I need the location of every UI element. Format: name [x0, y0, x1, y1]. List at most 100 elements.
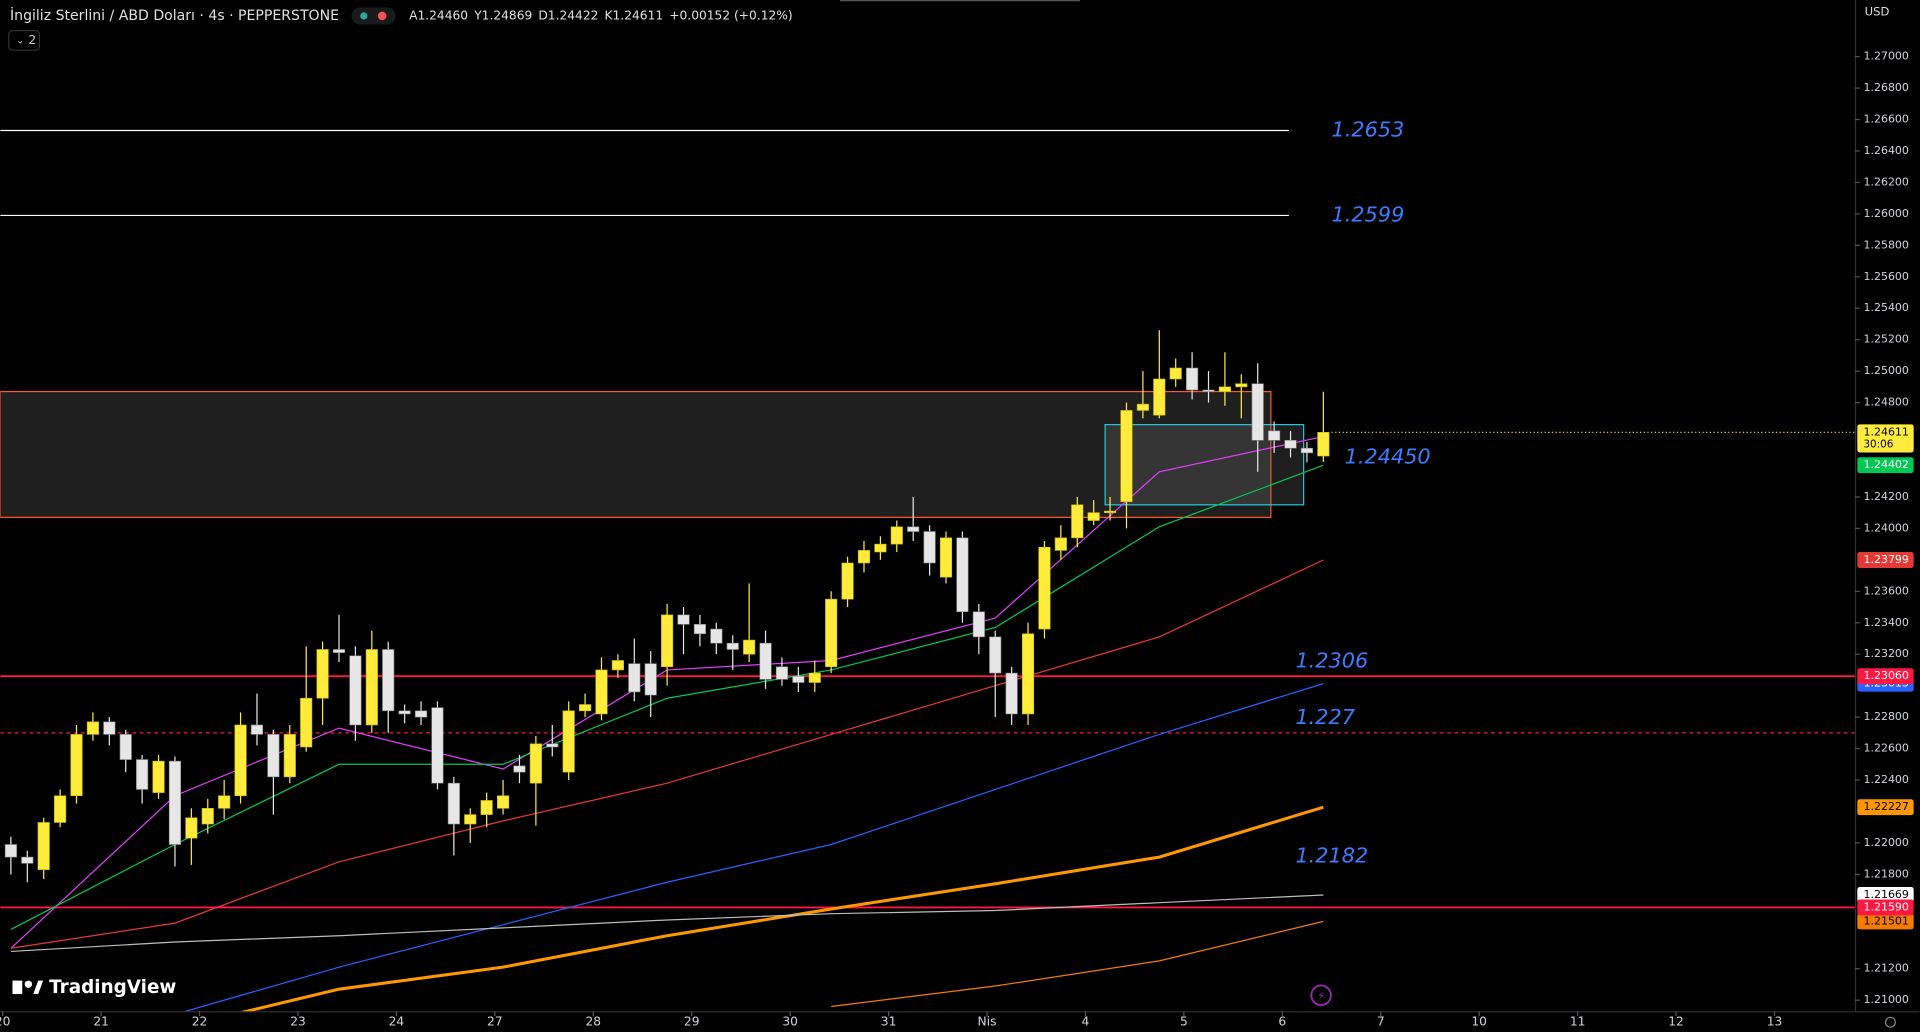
candle-body — [1284, 440, 1297, 449]
x-tick-label: 31 — [881, 1015, 897, 1029]
candle-body — [907, 526, 920, 532]
candle-body — [218, 795, 231, 809]
indicator-toggle[interactable] — [8, 29, 41, 51]
candle-body — [595, 669, 608, 715]
price-tag — [1857, 424, 1914, 453]
candle-body — [1054, 537, 1067, 551]
candle-body — [1186, 367, 1199, 391]
candle-body — [1300, 447, 1313, 454]
candle-body — [1235, 383, 1248, 388]
y-tick-label: 1.27000 — [1863, 50, 1908, 63]
x-tick-label: 7 — [1377, 1015, 1385, 1029]
ma-line — [10, 894, 1324, 953]
price-tag-label: 1.23060 — [1863, 669, 1908, 682]
y-tick-label: 1.26800 — [1863, 81, 1908, 94]
replay-icon[interactable] — [1310, 984, 1332, 1006]
candle-body — [529, 743, 542, 784]
candle-body — [54, 795, 67, 823]
ohlc-value: K1.24611 — [605, 8, 664, 22]
currency[interactable]: USD — [1865, 5, 1890, 19]
y-tick-label: 1.21200 — [1863, 962, 1908, 975]
x-tick-label: 27 — [487, 1015, 503, 1029]
zone — [0, 390, 1272, 519]
candle-body — [1104, 510, 1117, 513]
candle-body — [480, 800, 493, 815]
level-annotation: 1.2306 — [1295, 649, 1368, 673]
candle-body — [611, 660, 624, 671]
y-tick-label: 1.26400 — [1863, 144, 1908, 157]
x-tick-label: 21 — [93, 1015, 109, 1029]
price-tag-label: 1.22227 — [1863, 800, 1908, 813]
y-tick-label: 1.25200 — [1863, 333, 1908, 346]
x-tick-label: Nis — [978, 1015, 997, 1029]
settings-icon[interactable] — [1884, 1016, 1896, 1028]
ma-line — [10, 559, 1324, 949]
y-tick-label: 1.22000 — [1863, 836, 1908, 849]
candle-body — [857, 550, 871, 564]
logo-mark — [24, 980, 33, 988]
candle-body — [743, 639, 756, 655]
candle-body — [382, 649, 395, 712]
candle-body — [1021, 633, 1035, 715]
candle-body — [939, 537, 953, 578]
candle-body — [1071, 504, 1084, 539]
candle-body — [890, 526, 903, 545]
candle-body — [316, 649, 329, 699]
candle-body — [972, 611, 985, 638]
status-dot — [360, 12, 368, 20]
ohlc-value: Y1.24869 — [473, 8, 532, 22]
y-tick-label: 1.22400 — [1863, 773, 1908, 786]
price-tag — [1857, 457, 1914, 474]
candle-body — [168, 760, 181, 845]
y-tick-label: 1.22600 — [1863, 742, 1908, 755]
level-annotation: 1.24450 — [1345, 445, 1431, 469]
candle-body — [119, 734, 132, 760]
indicator-count: 2 — [28, 33, 36, 47]
y-tick-label: 1.22800 — [1863, 710, 1908, 723]
ohlc-value: A1.24460 — [409, 8, 468, 22]
candle-body — [759, 642, 772, 680]
candle-body — [1268, 430, 1281, 441]
logo-mark — [33, 980, 44, 995]
candle-body — [808, 672, 821, 683]
price-tag — [1857, 887, 1914, 903]
candle-body — [579, 704, 592, 712]
ma-line — [10, 464, 1324, 930]
y-tick-label: 1.23600 — [1863, 584, 1908, 597]
candle-body — [4, 844, 17, 858]
candle-body — [1153, 378, 1166, 416]
x-tick-label: 28 — [586, 1015, 602, 1029]
candle-body — [152, 760, 165, 793]
y-tick-label: 1.25600 — [1863, 270, 1908, 283]
x-tick-label: 11 — [1570, 1015, 1586, 1029]
y-tick-label: 1.23200 — [1863, 647, 1908, 660]
candle-body — [332, 649, 346, 653]
candle-body — [103, 721, 116, 735]
candle-body — [1251, 383, 1264, 441]
level-annotation: 1.227 — [1295, 705, 1355, 729]
price-tag — [1857, 913, 1914, 930]
candle-body — [923, 531, 936, 564]
candle-body — [513, 765, 526, 773]
ma-line — [240, 805, 1324, 1012]
candle-body — [989, 636, 1002, 674]
candle-body — [710, 628, 723, 644]
price-tag — [1857, 799, 1914, 816]
level-annotation: 1.2599 — [1332, 202, 1405, 226]
candle-body — [1087, 512, 1100, 521]
x-tick-label: 4 — [1082, 1015, 1090, 1029]
candle-body — [1169, 367, 1182, 380]
candle-body — [1218, 386, 1231, 392]
candle-body — [497, 795, 510, 809]
y-tick-label: 1.21800 — [1863, 867, 1908, 880]
candle-body — [1005, 672, 1018, 715]
y-tick-label: 1.26600 — [1863, 113, 1908, 126]
candle-body — [726, 642, 739, 650]
x-tick-label: 20 — [0, 1015, 10, 1029]
x-tick-label: 24 — [389, 1015, 405, 1029]
status-badge — [351, 7, 396, 25]
logo — [12, 980, 44, 995]
price-tag-label: 1.21669 — [1863, 888, 1908, 901]
replay-bolt: ⚡ — [1317, 989, 1325, 1002]
